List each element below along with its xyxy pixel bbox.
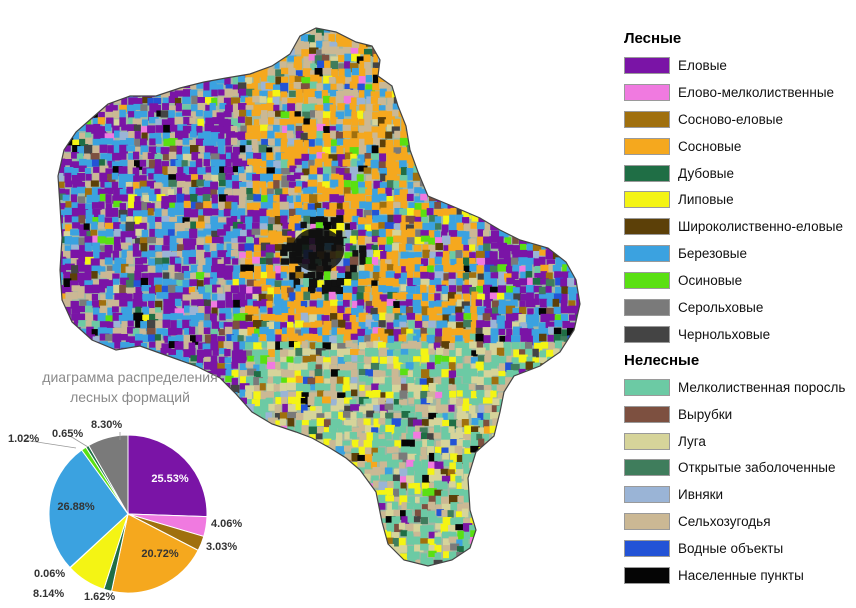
legend-label: Ивняки: [678, 487, 723, 502]
legend-swatch: [624, 513, 670, 530]
legend-item: Березовые: [620, 240, 856, 267]
legend-swatch: [624, 111, 670, 128]
legend-item: Водные объекты: [620, 535, 856, 562]
legend-forest-title: Лесные: [624, 28, 856, 50]
pie-slice-label: 8.30%: [91, 419, 122, 431]
map-legend: Лесные Еловые Елово-мелколиственные Соснов…: [620, 28, 856, 589]
legend-label: Еловые: [678, 58, 727, 73]
pie-slice-label: 26.88%: [57, 501, 95, 513]
legend-label: Водные объекты: [678, 541, 783, 556]
legend-label: Осиновые: [678, 273, 742, 288]
legend-item: Ивняки: [620, 481, 856, 508]
legend-label: Сосново-еловые: [678, 112, 783, 127]
legend-swatch: [624, 165, 670, 182]
legend-swatch: [624, 57, 670, 74]
legend-label: Луга: [678, 434, 706, 449]
legend-swatch: [624, 433, 670, 450]
legend-label: Открытые заболоченные: [678, 460, 836, 475]
legend-swatch: [624, 218, 670, 235]
pie-slice-label: 3.03%: [206, 541, 237, 553]
pie-slice-label: 0.65%: [52, 428, 83, 440]
legend-item: Мелколиственная поросль: [620, 374, 856, 401]
pie-slice-label: 25.53%: [151, 473, 189, 485]
legend-item: Чернольховые: [620, 321, 856, 348]
legend-nonforest-title: Нелесные: [624, 350, 856, 372]
pie-caption-line1: диаграмма распределения: [20, 367, 240, 387]
legend-label: Дубовые: [678, 166, 734, 181]
city-center-area: [292, 228, 344, 272]
pie-slice-label: 4.06%: [211, 518, 242, 530]
legend-label: Сельхозугодья: [678, 514, 771, 529]
pie-caption-line2: лесных формаций: [20, 387, 240, 407]
legend-item: Осиновые: [620, 267, 856, 294]
legend-label: Населенные пункты: [678, 568, 804, 583]
legend-item: Еловые: [620, 52, 856, 79]
legend-forest-list: Еловые Елово-мелколиственные Сосново-еловы…: [620, 52, 856, 348]
legend-label: Сосновые: [678, 139, 741, 154]
legend-swatch: [624, 191, 670, 208]
legend-item: Широколиственно-еловые: [620, 213, 856, 240]
legend-label: Вырубки: [678, 407, 732, 422]
legend-item: Вырубки: [620, 401, 856, 428]
map-area: 25.53% 4.06% 3.03% 20.72% 1.62% 8.14% 0.06% 26.…: [0, 0, 620, 608]
legend-item: Сосново-еловые: [620, 106, 856, 133]
legend-swatch: [624, 486, 670, 503]
legend-label: Березовые: [678, 246, 747, 261]
pie-slice-label: 1.02%: [8, 433, 39, 445]
legend-item: Сосновые: [620, 133, 856, 160]
legend-swatch: [624, 138, 670, 155]
legend-nonforest-list: Мелколиственная поросль Вырубки Луга Открыт…: [620, 374, 856, 589]
legend-swatch: [624, 326, 670, 343]
legend-swatch: [624, 540, 670, 557]
legend-label: Широколиственно-еловые: [678, 219, 843, 234]
pie-caption: диаграмма распределения лесных формаций: [20, 367, 240, 407]
legend-item: Серольховые: [620, 294, 856, 321]
legend-label: Липовые: [678, 192, 734, 207]
legend-swatch: [624, 299, 670, 316]
legend-item: Открытые заболоченные: [620, 454, 856, 481]
legend-label: Мелколиственная поросль: [678, 380, 845, 395]
pie-slice-label: 0.06%: [34, 568, 65, 580]
legend-label: Елово-мелколиственные: [678, 85, 834, 100]
pie-slice-label: 1.62%: [84, 591, 115, 603]
legend-swatch: [624, 567, 670, 584]
forest-map: 25.53% 4.06% 3.03% 20.72% 1.62% 8.14% 0.06% 26.…: [0, 0, 620, 608]
legend-item: Населенные пункты: [620, 562, 856, 589]
forest-distribution-pie: 25.53% 4.06% 3.03% 20.72% 1.62% 8.14% 0.06% 26.…: [8, 419, 242, 603]
legend-swatch: [624, 272, 670, 289]
legend-swatch: [624, 245, 670, 262]
legend-label: Чернольховые: [678, 327, 770, 342]
legend-label: Серольховые: [678, 300, 763, 315]
legend-item: Липовые: [620, 186, 856, 213]
pie-slice-label: 8.14%: [33, 588, 64, 600]
legend-swatch: [624, 459, 670, 476]
legend-item: Елово-мелколиственные: [620, 79, 856, 106]
pie-slice-label: 20.72%: [141, 548, 179, 560]
legend-item: Дубовые: [620, 160, 856, 187]
legend-item: Сельхозугодья: [620, 508, 856, 535]
legend-swatch: [624, 406, 670, 423]
legend-swatch: [624, 84, 670, 101]
legend-swatch: [624, 379, 670, 396]
legend-item: Луга: [620, 428, 856, 455]
